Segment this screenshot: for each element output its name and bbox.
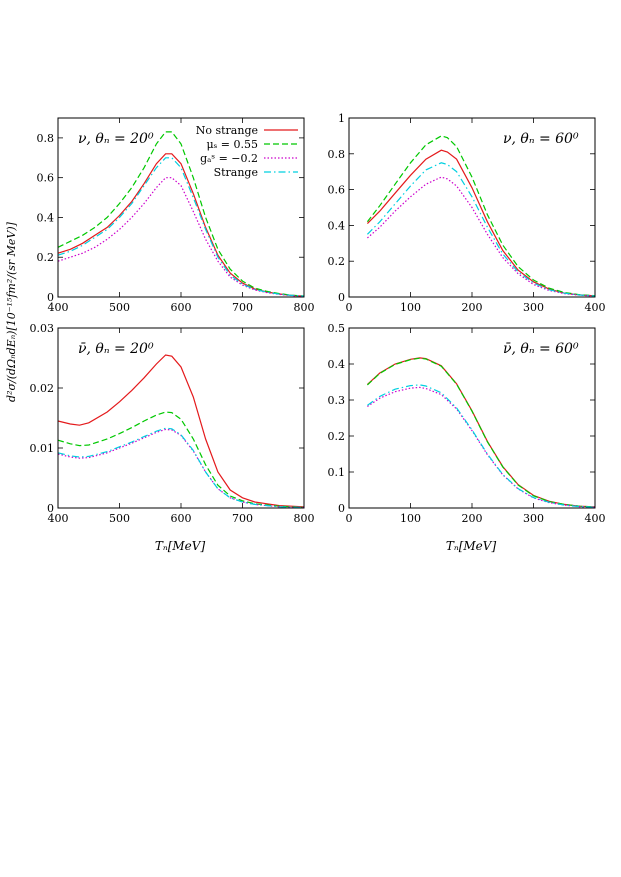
series-line-1 (366, 357, 596, 508)
y-tick-label: 0 (47, 291, 54, 304)
x-tick-label: 100 (400, 512, 421, 525)
x-tick-label: 400 (48, 301, 69, 314)
series-line-1 (57, 153, 305, 297)
chart-panel-4: 0 100 200 300 400 0 0.1 0.2 0.3 0.4 0.5 ν̄, θₙ = 60… (328, 322, 606, 525)
plot-frame (348, 117, 596, 298)
legend-label: Strange (214, 166, 258, 179)
panel-title: ν̄, θₙ = 60⁰ (503, 341, 579, 357)
y-tick-label: 0.8 (328, 148, 346, 161)
y-tick-label: 0.4 (328, 219, 346, 232)
y-tick-label: 0.2 (328, 255, 346, 268)
y-tick-label: 0.5 (328, 322, 346, 335)
y-tick-label: 0 (47, 502, 54, 515)
series-line-2 (366, 135, 596, 297)
panel-title: ν, θₙ = 20⁰ (78, 131, 154, 147)
x-axis-label-left: Tₙ[MeV] (155, 539, 206, 553)
y-tick-label: 0.03 (30, 322, 55, 335)
x-tick-label: 600 (171, 301, 192, 314)
y-tick-label: 0.01 (30, 442, 55, 455)
series-line-4 (57, 157, 305, 297)
plot-frame (57, 327, 305, 509)
series-line-2 (57, 131, 305, 297)
y-tick-label: 0.6 (328, 184, 346, 197)
x-tick-label: 700 (232, 512, 253, 525)
y-tick-label: 0 (338, 502, 345, 515)
x-tick-label: 0 (346, 512, 353, 525)
x-tick-label: 400 (585, 301, 606, 314)
x-tick-label: 300 (523, 301, 544, 314)
series-line-4 (367, 384, 596, 508)
panel-title: ν, θₙ = 60⁰ (503, 131, 579, 147)
x-tick-label: 300 (523, 512, 544, 525)
x-tick-label: 800 (294, 512, 315, 525)
plot-frame (348, 327, 596, 509)
y-tick-label: 0.2 (328, 430, 346, 443)
y-tick-label: 0.4 (37, 211, 55, 224)
x-tick-label: 400 (585, 512, 606, 525)
chart-panel-3: 400 500 600 700 800 0 0.01 0.02 0.03 ν̄, θₙ = 20⁰ (30, 322, 315, 525)
series-line-2 (57, 411, 305, 508)
series-line-1 (57, 354, 305, 508)
legend-label: gₐˢ = −0.2 (200, 152, 258, 165)
series-line-3 (57, 428, 304, 508)
x-tick-label: 500 (109, 512, 130, 525)
x-tick-label: 0 (346, 301, 353, 314)
chart-panel-1: 400 500 600 700 800 0 0.2 0.4 0.6 0.8 ν, θₙ = 20⁰ (37, 117, 315, 314)
y-tick-label: 0 (338, 291, 345, 304)
x-tick-label: 200 (462, 301, 483, 314)
x-tick-label: 500 (109, 301, 130, 314)
plot-frame (57, 117, 305, 298)
y-axis-label: d²σ/(dΩₙdEₙ)[10⁻¹⁵fm²/(sr MeV)] (5, 221, 18, 402)
y-tick-label: 0.8 (37, 132, 55, 145)
series-line-3 (367, 176, 596, 297)
y-tick-label: 0.02 (30, 382, 55, 395)
x-tick-label: 800 (294, 301, 315, 314)
legend-label: No strange (196, 124, 258, 137)
y-tick-label: 0.1 (328, 466, 346, 479)
y-tick-label: 0.3 (328, 394, 346, 407)
y-tick-label: 0.4 (328, 358, 346, 371)
series-line-4 (57, 427, 304, 508)
y-tick-label: 0.2 (37, 251, 55, 264)
y-tick-label: 1 (338, 112, 345, 125)
legend-label: μₛ = 0.55 (206, 138, 258, 151)
y-tick-label: 0.6 (37, 172, 55, 185)
chart-panel-2: 0 100 200 300 400 0 0.2 0.4 0.6 0.8 1 ν, θₙ = 60⁰ (328, 112, 606, 314)
series-line-2 (366, 357, 596, 508)
x-tick-label: 100 (400, 301, 421, 314)
panel-title: ν̄, θₙ = 20⁰ (78, 341, 154, 357)
series-line-3 (57, 177, 305, 297)
x-axis-label-right: Tₙ[MeV] (446, 539, 497, 553)
x-tick-label: 700 (232, 301, 253, 314)
x-tick-label: 400 (48, 512, 69, 525)
series-line-4 (366, 162, 596, 297)
series-line-3 (367, 386, 596, 508)
x-tick-label: 600 (171, 512, 192, 525)
x-tick-label: 200 (462, 512, 483, 525)
